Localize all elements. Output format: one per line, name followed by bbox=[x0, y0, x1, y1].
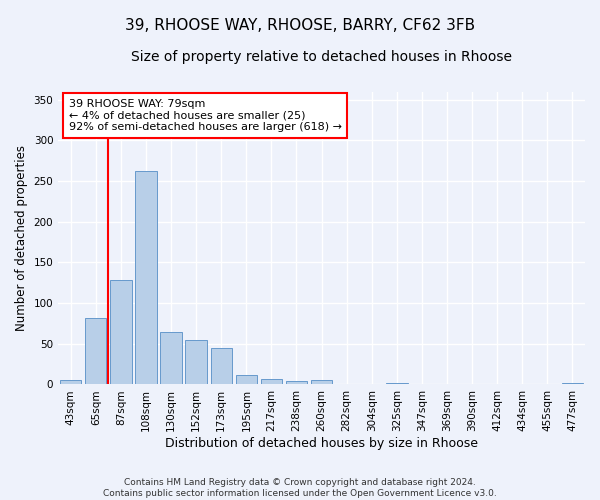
Bar bbox=[185, 340, 207, 384]
Bar bbox=[562, 383, 583, 384]
Y-axis label: Number of detached properties: Number of detached properties bbox=[15, 145, 28, 331]
Bar bbox=[261, 379, 282, 384]
Title: Size of property relative to detached houses in Rhoose: Size of property relative to detached ho… bbox=[131, 50, 512, 64]
Bar bbox=[136, 172, 157, 384]
Bar bbox=[160, 332, 182, 384]
Bar bbox=[311, 380, 332, 384]
Text: 39, RHOOSE WAY, RHOOSE, BARRY, CF62 3FB: 39, RHOOSE WAY, RHOOSE, BARRY, CF62 3FB bbox=[125, 18, 475, 32]
Bar bbox=[286, 381, 307, 384]
Bar bbox=[85, 318, 106, 384]
Text: Contains HM Land Registry data © Crown copyright and database right 2024.
Contai: Contains HM Land Registry data © Crown c… bbox=[103, 478, 497, 498]
Text: 39 RHOOSE WAY: 79sqm
← 4% of detached houses are smaller (25)
92% of semi-detach: 39 RHOOSE WAY: 79sqm ← 4% of detached ho… bbox=[69, 99, 342, 132]
Bar bbox=[211, 348, 232, 385]
Bar bbox=[60, 380, 82, 384]
Bar bbox=[110, 280, 131, 384]
Bar bbox=[236, 374, 257, 384]
X-axis label: Distribution of detached houses by size in Rhoose: Distribution of detached houses by size … bbox=[165, 437, 478, 450]
Bar bbox=[386, 383, 407, 384]
